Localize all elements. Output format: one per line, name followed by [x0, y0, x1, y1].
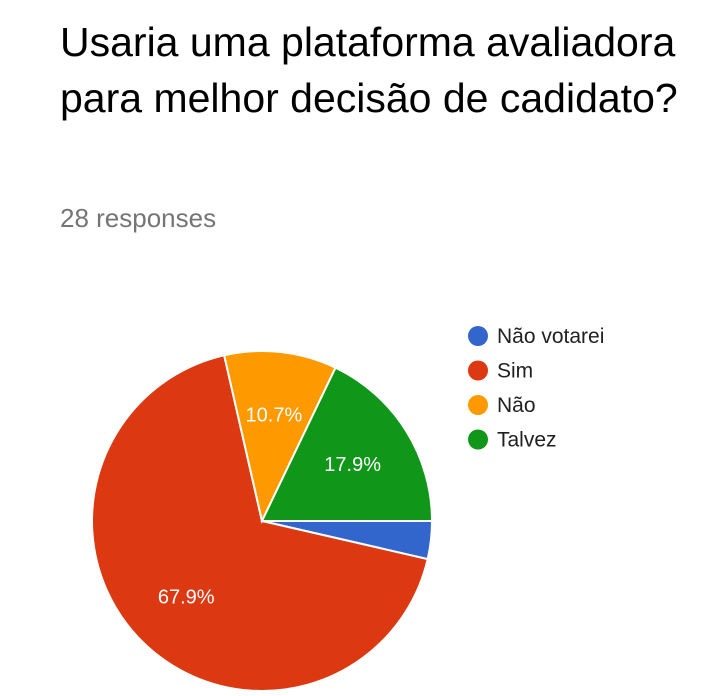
slice-percent-label: 10.7% — [246, 405, 303, 427]
chart-legend: Não votarei Sim Não Talvez — [468, 325, 604, 452]
legend-swatch — [468, 429, 488, 450]
pie-slices — [91, 350, 434, 692]
pie-slice-talvez[interactable] — [260, 366, 434, 522]
response-count: 28 responses — [60, 203, 217, 233]
legend-swatch — [468, 326, 488, 346]
legend-label[interactable]: Não votarei — [497, 325, 604, 348]
legend-label[interactable]: Sim — [497, 360, 533, 383]
legend-label[interactable]: Talvez — [497, 429, 557, 452]
legend-swatch — [468, 395, 488, 415]
slice-percent-label: 17.9% — [324, 454, 381, 476]
legend-swatch — [468, 360, 488, 381]
pie-slice-n-o[interactable] — [222, 350, 337, 525]
slice-percent-label: 67.9% — [158, 587, 215, 609]
pie-slice-labels: 67.9% 10.7% 17.9% — [158, 405, 381, 609]
chart-title: Usaria uma plataforma avaliadora para me… — [60, 19, 678, 121]
legend-label[interactable]: Não — [497, 394, 536, 417]
pie-slice-sim[interactable] — [91, 354, 429, 692]
